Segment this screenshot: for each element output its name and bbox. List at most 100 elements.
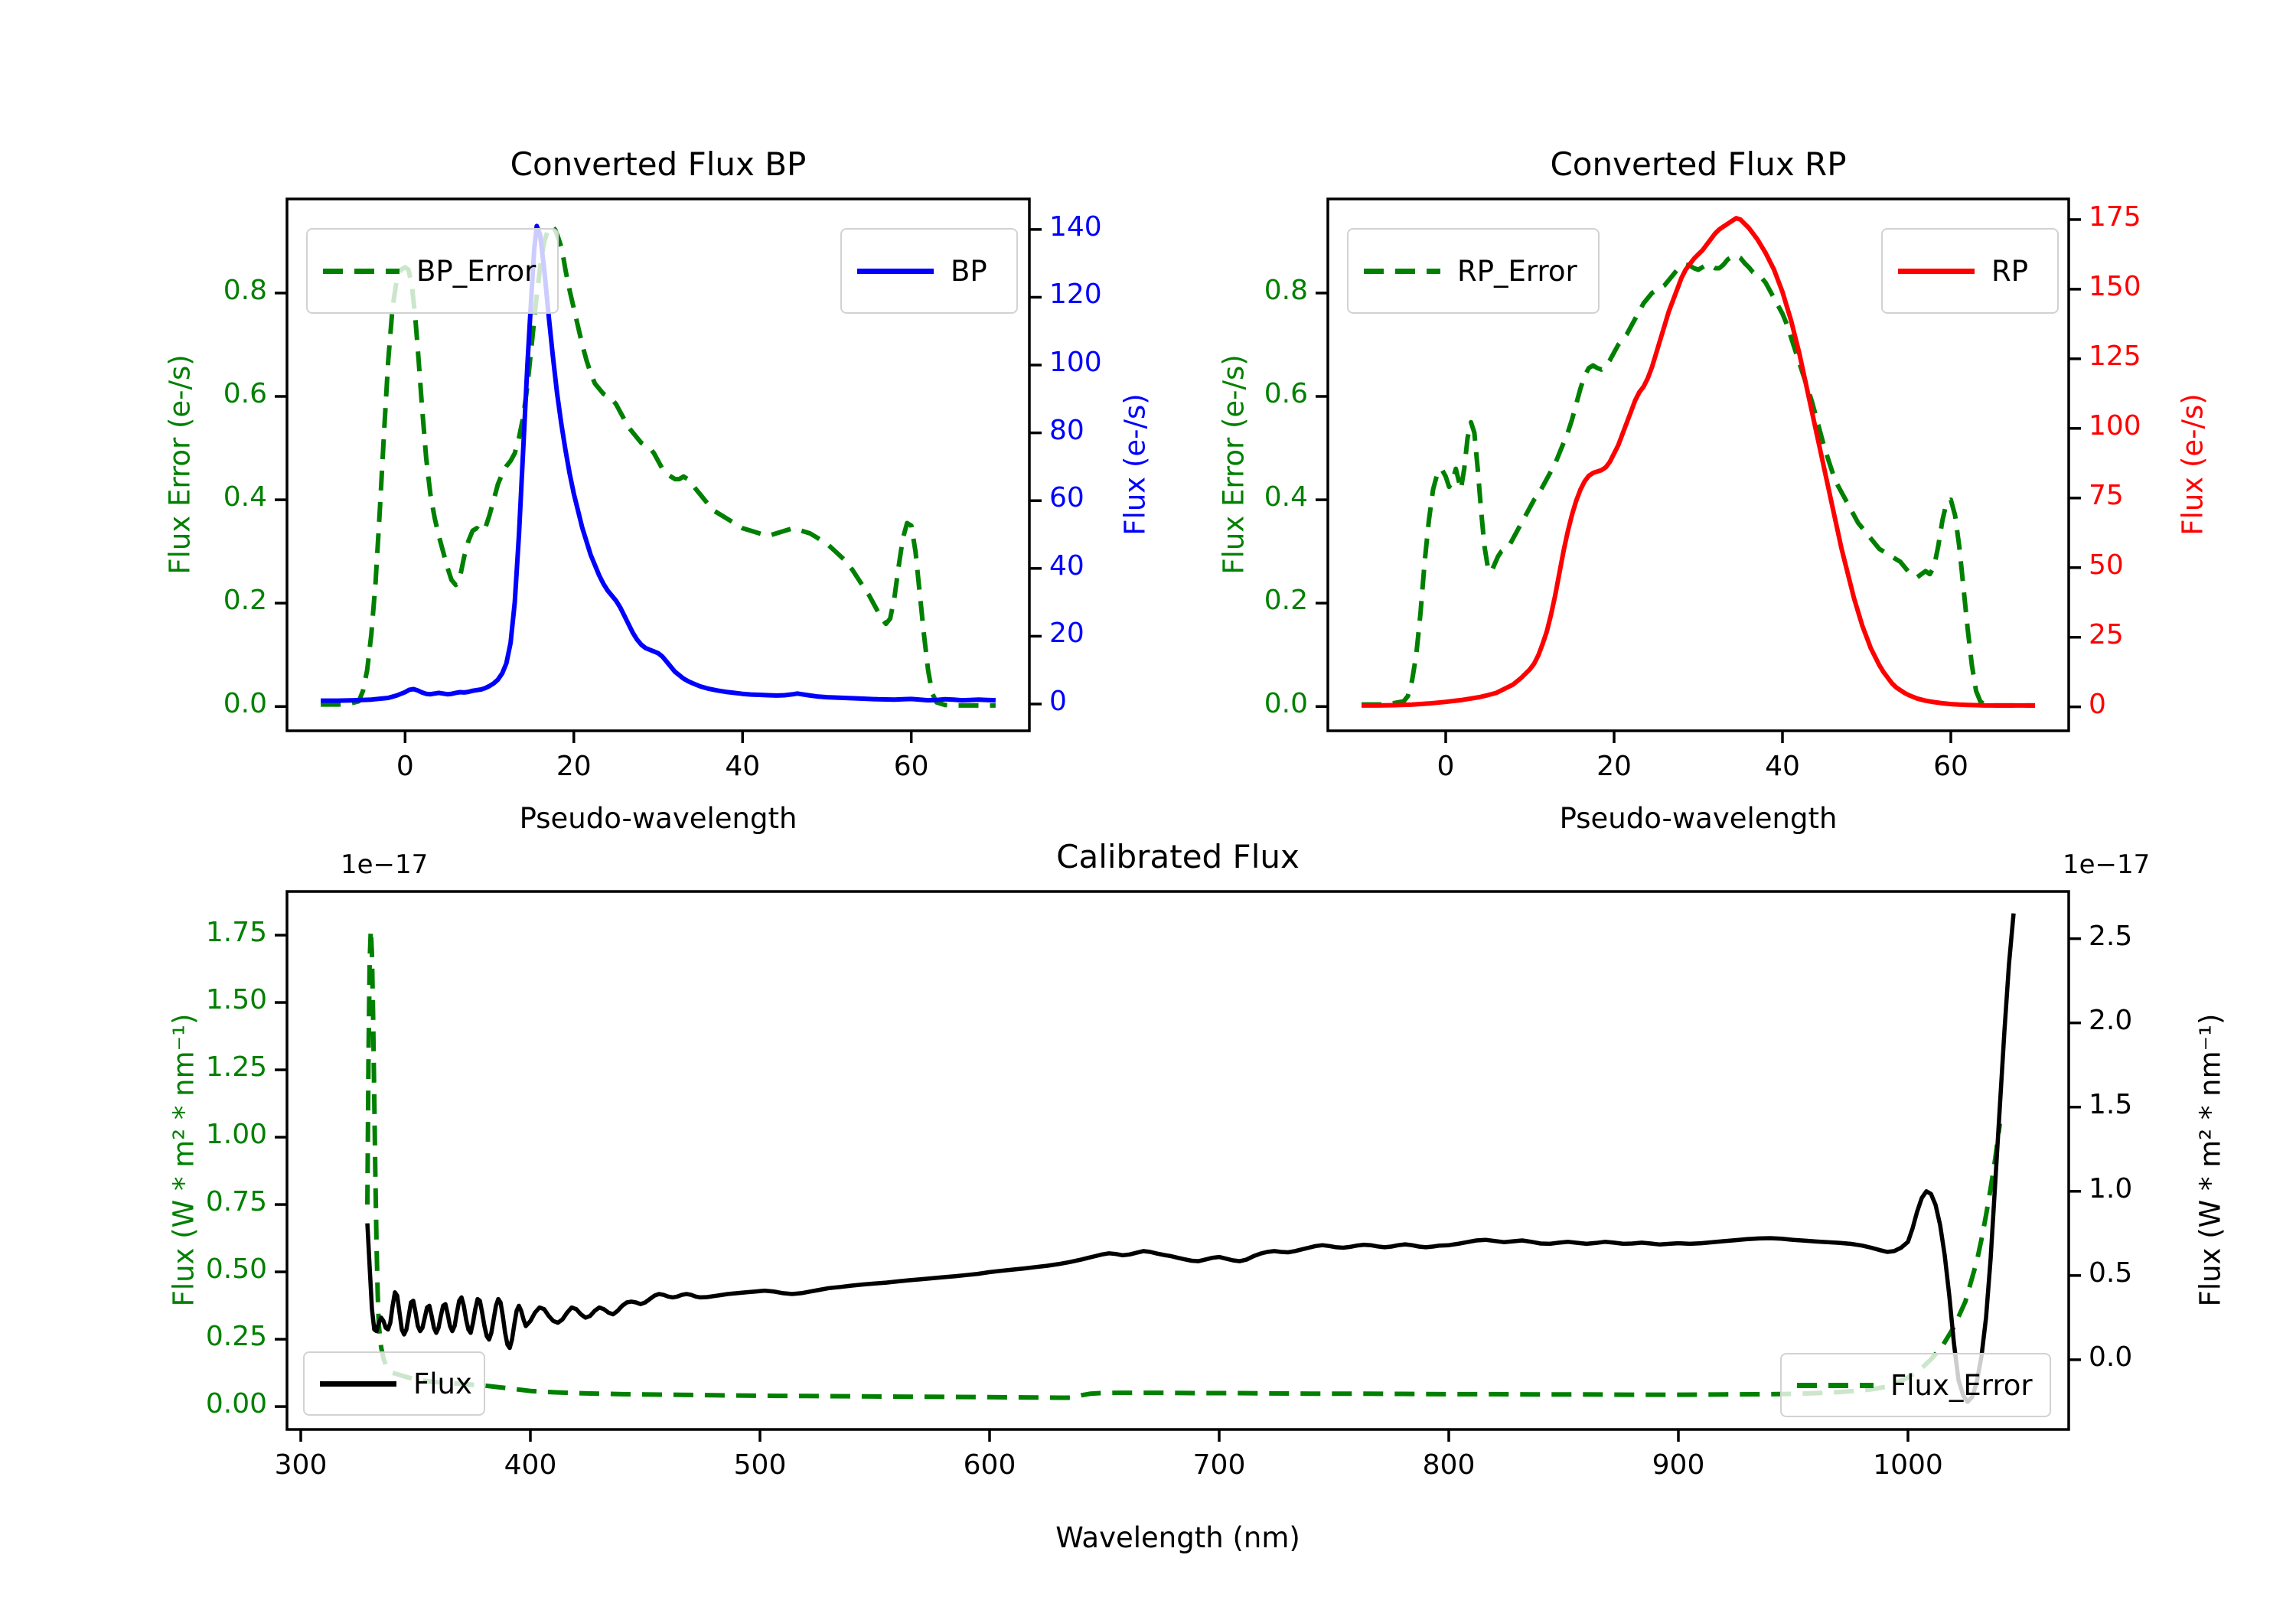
ylabel-rp-flux: Flux (e-/s) [2176,393,2210,536]
tick-label: 2.5 [2089,920,2133,952]
tick-label: 80 [1049,414,1084,446]
bp-line-icon [857,268,934,274]
rp-error-line-icon [1364,268,1440,274]
tick-label: 0.75 [205,1186,267,1218]
axes-spine-rp [1326,197,2070,732]
tick-label: 300 [274,1449,328,1481]
chart-title-rp: Converted Flux RP [1550,145,1847,183]
tick-label: 0.4 [223,481,267,513]
legend-label-bp-error: BP_Error [416,254,536,288]
tick-label: 100 [1049,347,1102,379]
tick-label: 0.8 [1264,274,1308,306]
tick-label: 0.0 [223,688,267,720]
tick-label: 0.6 [223,378,267,409]
tick-label: 0.6 [1264,378,1308,409]
tick-label: 0 [2089,688,2106,720]
offset-text-left: 1e−17 [341,849,429,880]
tick-label: 1000 [1873,1449,1943,1481]
series-flux [365,913,2016,1404]
ylabel-cal-right: Flux (W * m² * nm⁻¹) [2193,1013,2227,1307]
tick-label: 400 [504,1449,557,1481]
plot-area-calibrated [365,913,2016,1404]
flux-line-icon [320,1380,396,1387]
tick-label: 0 [1437,751,1455,782]
tick-label: 20 [556,751,592,782]
offset-text-right: 1e−17 [2063,849,2151,880]
tick-label: 1.5 [2089,1088,2133,1120]
legend-rp-error: RP_Error [1347,228,1600,314]
tick-label: 125 [2089,340,2141,372]
tick-label: 500 [733,1449,787,1481]
flux-error-line-icon [1797,1382,1874,1388]
legend-bp: BP [840,228,1018,314]
series-flux-error [365,927,2002,1400]
series-rp [1362,216,2035,708]
tick-label: 0.0 [2089,1341,2133,1373]
tick-label: 120 [1049,279,1102,311]
series-bp [321,223,996,703]
tick-label: 100 [2089,409,2141,442]
ylabel-rp-error: Flux Error (e-/s) [1217,354,1251,575]
tick-label: 900 [1652,1449,1705,1481]
tick-label: 40 [1049,549,1084,582]
tick-label: 0 [1049,686,1067,717]
tick-label: 60 [1049,482,1084,514]
ylabel-bp-error: Flux Error (e-/s) [163,354,197,575]
legend-label-rp: RP [1991,254,2029,288]
tick-label: 0.2 [1264,585,1308,617]
legend-bp-error: BP_Error [306,228,559,314]
tick-label: 1.75 [205,917,267,949]
legend-rp: RP [1881,228,2059,314]
legend-label-bp: BP [951,254,987,288]
axes-spine-calibrated [285,890,2070,1431]
tick-label: 40 [725,751,761,782]
tick-label: 60 [893,751,929,782]
tick-label: 25 [2089,618,2124,650]
tick-label: 1.00 [205,1119,267,1151]
xlabel-rp: Pseudo-wavelength [1559,802,1838,835]
chart-title-bp: Converted Flux BP [510,145,807,183]
tick-label: 800 [1422,1449,1476,1481]
xlabel-calibrated: Wavelength (nm) [1055,1521,1300,1554]
tick-label: 0.25 [205,1321,267,1353]
tick-label: 140 [1049,210,1102,243]
plot-area-bp [321,223,996,708]
axes-spine-bp [285,197,1031,732]
tick-label: 1.0 [2089,1172,2133,1204]
tick-label: 1.50 [205,984,267,1016]
tick-label: 175 [2089,200,2141,233]
legend-flux-error: Flux_Error [1780,1353,2051,1417]
tick-label: 150 [2089,270,2141,302]
tick-label: 0.00 [205,1388,267,1420]
tick-label: 0.50 [205,1253,267,1286]
tick-label: 0.4 [1264,481,1308,513]
tick-label: 600 [963,1449,1016,1481]
rp-line-icon [1898,268,1975,274]
tick-label: 75 [2089,479,2124,511]
tick-label: 700 [1192,1449,1246,1481]
legend-label-flux-error: Flux_Error [1890,1368,2033,1402]
series-bp-error [321,223,996,708]
tick-label: 0.2 [223,585,267,617]
series-rp-error [1362,253,2035,708]
bp-error-line-icon [323,268,400,274]
tick-label: 20 [1049,618,1084,650]
tick-label: 40 [1765,751,1800,782]
tick-label: 0.0 [1264,688,1308,720]
xlabel-bp: Pseudo-wavelength [519,802,797,835]
tick-label: 0.8 [223,274,267,306]
tick-label: 20 [1596,751,1632,782]
tick-label: 1.25 [205,1051,267,1084]
legend-label-flux: Flux [413,1367,472,1400]
tick-label: 0.5 [2089,1257,2133,1289]
ylabel-cal-left: Flux (W * m² * nm⁻¹) [167,1013,201,1307]
tick-label: 50 [2089,549,2124,581]
legend-flux: Flux [303,1351,485,1416]
tick-label: 2.0 [2089,1004,2133,1036]
chart-title-calibrated: Calibrated Flux [1056,838,1300,875]
tick-label: 60 [1933,751,1968,782]
legend-label-rp-error: RP_Error [1457,254,1577,288]
plot-area-rp [1362,216,2035,708]
ylabel-bp-flux: Flux (e-/s) [1118,393,1152,536]
